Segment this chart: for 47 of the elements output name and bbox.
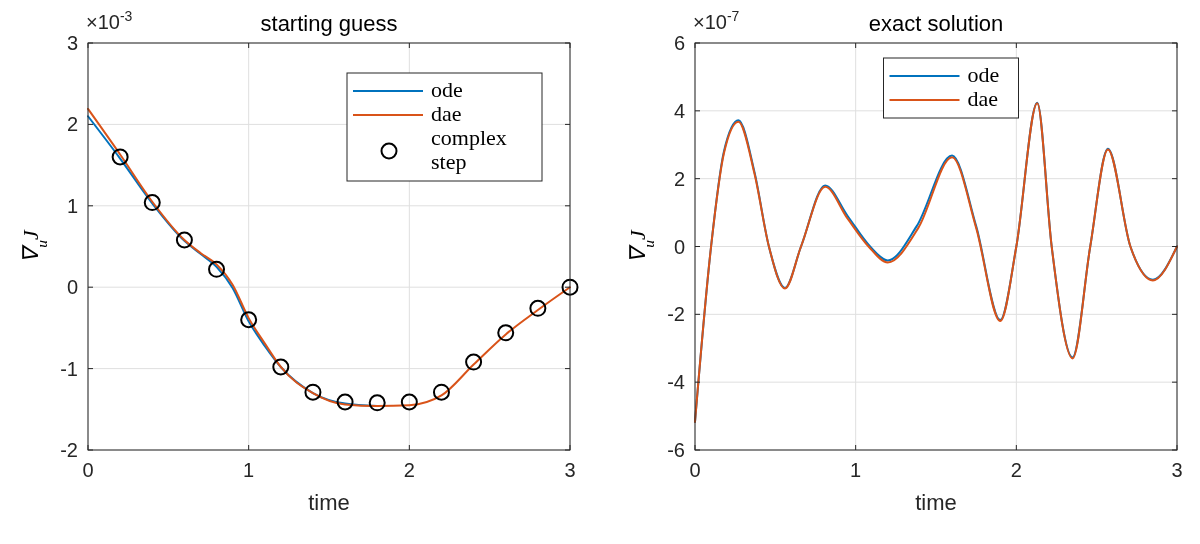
y-tick-label: 0 (66, 276, 78, 299)
y-tick-label: 2 (673, 167, 685, 190)
y-tick-label: -1 (60, 357, 78, 380)
text: ×10$^{-3}$ (86, 8, 133, 33)
y-tick-label: -2 (667, 303, 685, 326)
x-tick-label: 1 (243, 459, 255, 481)
legend-label: dae (431, 101, 462, 126)
y-tick-label: -4 (667, 371, 685, 394)
x-tick-label: 3 (564, 459, 576, 481)
chart-title: starting guess (260, 11, 398, 36)
x-tick-label: 0 (82, 459, 94, 481)
x-tick-label: 2 (1010, 459, 1022, 481)
y-tick-label: 0 (673, 235, 685, 258)
point (400, 393, 418, 411)
point (304, 383, 322, 401)
point (465, 353, 483, 371)
chart-title: exact solution (868, 11, 1004, 36)
y-tick-label: 2 (66, 113, 78, 136)
point (143, 194, 161, 212)
point (497, 324, 515, 342)
y-tick-label: 4 (673, 99, 685, 122)
point (432, 383, 450, 401)
legend-label: ode (967, 62, 1000, 87)
y-tick-label: 1 (66, 194, 78, 217)
point (208, 260, 226, 278)
legend-label: ode (431, 77, 463, 102)
y-tick-label: 3 (66, 32, 78, 54)
y-tick-label: 6 (673, 32, 685, 54)
x-tick-label: 0 (689, 459, 701, 481)
point (111, 148, 129, 166)
x-axis-title: time (915, 490, 957, 515)
legend-label: complex step (431, 125, 507, 174)
x-tick-label: 1 (850, 459, 862, 481)
point (561, 278, 579, 296)
point (529, 299, 547, 317)
x-tick-label: 3 (1171, 459, 1183, 481)
text: ×10$^{-7}$ (693, 8, 740, 33)
x-tick-label: 2 (403, 459, 415, 481)
point (175, 231, 193, 249)
point (336, 393, 354, 411)
y-tick-label: -6 (667, 439, 685, 461)
point (272, 358, 290, 376)
point (368, 394, 386, 412)
x-axis-title: time (308, 490, 350, 515)
point (240, 311, 258, 329)
legend-label: dae (967, 86, 999, 111)
y-tick-label: -2 (60, 439, 78, 461)
